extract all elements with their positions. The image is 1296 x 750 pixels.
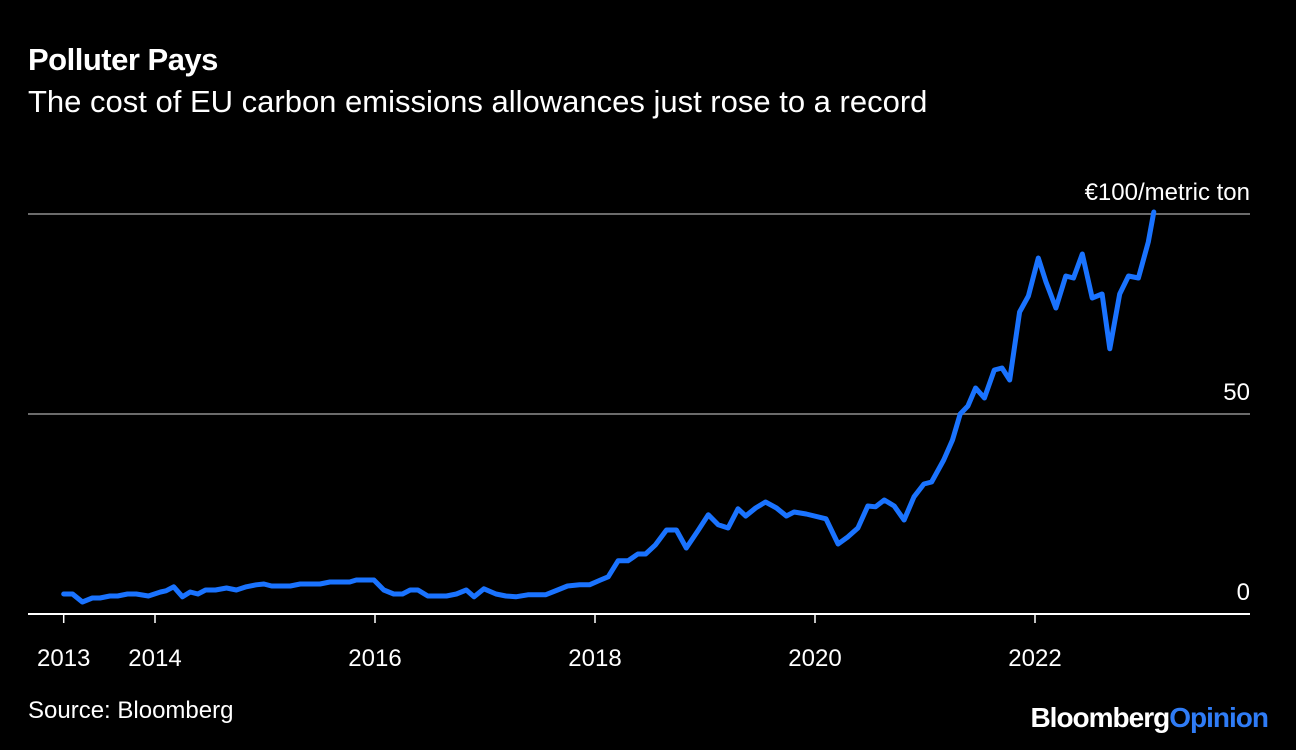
brand-part2: Opinion (1169, 702, 1269, 733)
y-tick-label: €100/metric ton (1085, 179, 1250, 206)
x-tick-label: 2018 (568, 645, 621, 672)
series-line-price (61, 209, 1157, 605)
brand-part1: Bloomberg (1030, 702, 1170, 733)
x-tick-label: 2013 (37, 645, 90, 672)
bloomberg-opinion-logo: BloombergOpinion (1030, 702, 1269, 734)
chart-subtitle: The cost of EU carbon emissions allowanc… (28, 84, 928, 119)
x-tick-label: 2022 (1008, 645, 1061, 672)
x-tick-label: 2020 (788, 645, 841, 672)
y-tick-label: 0 (1237, 579, 1250, 606)
chart-title: Polluter Pays (28, 42, 218, 77)
y-tick-label: 50 (1223, 379, 1250, 406)
source-note: Source: Bloomberg (28, 697, 234, 724)
x-tick-label: 2014 (128, 645, 181, 672)
x-tick-label: 2016 (348, 645, 401, 672)
